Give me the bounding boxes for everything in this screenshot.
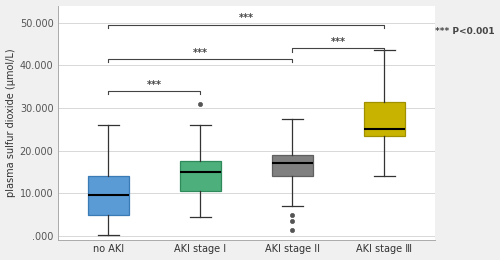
Text: ***: *** (330, 37, 345, 47)
Text: ***: *** (238, 14, 254, 23)
PathPatch shape (180, 161, 221, 191)
Y-axis label: plasma sulfur dioxide (µmol/L): plasma sulfur dioxide (µmol/L) (6, 49, 16, 197)
PathPatch shape (88, 176, 129, 215)
Text: ***: *** (146, 80, 162, 90)
Text: *** P<0.001: *** P<0.001 (435, 27, 494, 36)
PathPatch shape (364, 102, 405, 136)
Text: ***: *** (192, 48, 208, 58)
PathPatch shape (272, 155, 313, 176)
